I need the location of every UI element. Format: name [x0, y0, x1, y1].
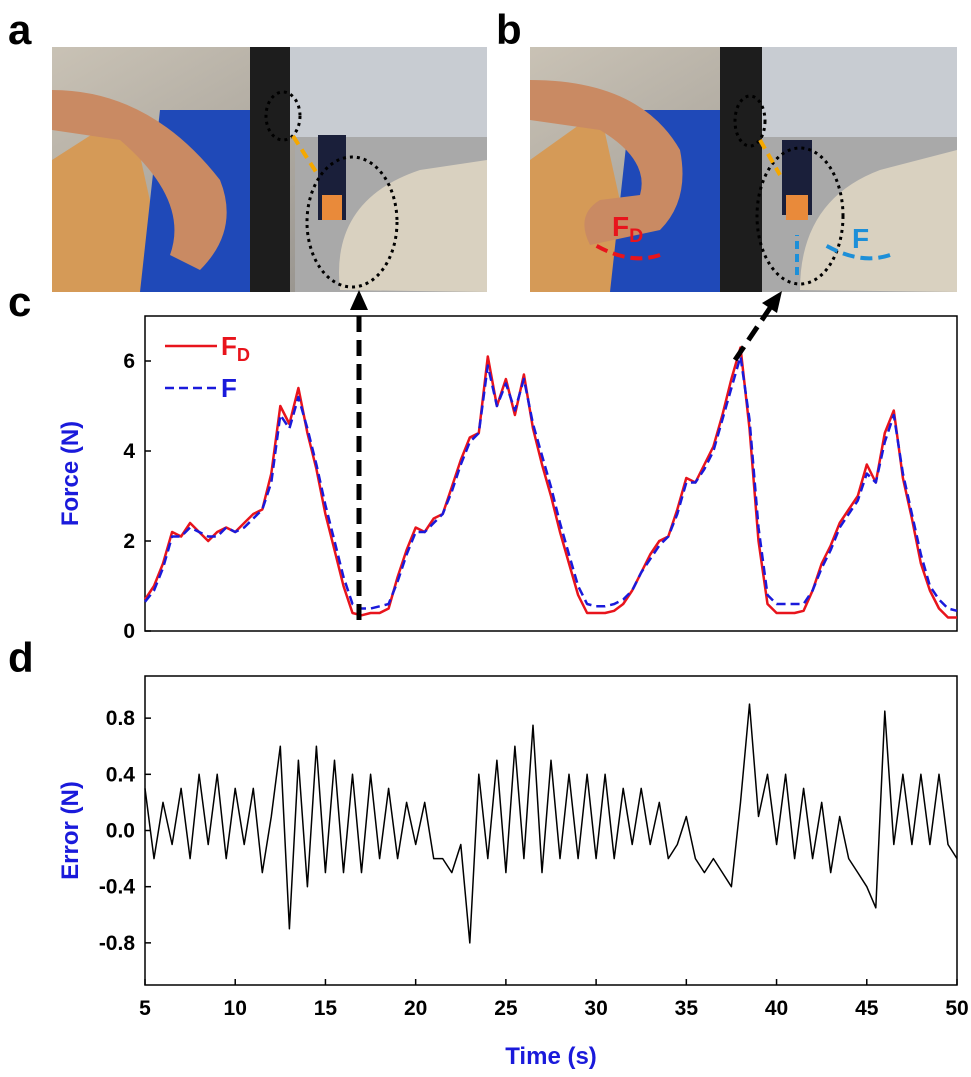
legend-label: FD [221, 331, 250, 365]
y-tick-label: 0.8 [106, 707, 136, 730]
x-tick-label: 30 [584, 997, 607, 1020]
x-tick-label: 5 [139, 997, 151, 1020]
y-axis-label: Force (N) [57, 421, 84, 526]
x-tick-label: 10 [224, 997, 247, 1020]
x-tick-label: 25 [494, 997, 518, 1020]
charts: 0 2 4 6 Force (N) FD F -0.8 -0.4 0.0 0.4 0.8 5 10 15 20… [57, 315, 969, 1070]
x-tick-label: 20 [404, 997, 427, 1020]
y-tick-label: -0.8 [99, 932, 136, 955]
panel-label: b [496, 6, 522, 53]
photo-b [530, 47, 957, 292]
plot-frame [144, 315, 958, 632]
data-line [144, 355, 958, 613]
data-line [144, 703, 958, 944]
legend-label: F [221, 373, 237, 403]
connector-arrows [350, 290, 782, 620]
plot-frame [144, 675, 958, 986]
y-tick-label: 6 [123, 350, 135, 373]
y-tick-label: -0.4 [99, 876, 136, 899]
panel-label: c [8, 278, 31, 325]
y-tick-label: 4 [123, 440, 135, 463]
x-tick-label: 15 [314, 997, 338, 1020]
x-tick-label: 40 [765, 997, 788, 1020]
y-tick-label: 2 [123, 530, 135, 553]
y-tick-label: 0.4 [106, 763, 136, 786]
x-axis-label: Time (s) [505, 1043, 597, 1070]
y-axis-label: Error (N) [57, 781, 84, 880]
x-tick-label: 35 [675, 997, 699, 1020]
photo-label: FD [612, 211, 643, 247]
y-tick-label: 0.0 [106, 820, 135, 843]
photo-label: F [852, 223, 869, 254]
photo-a [52, 47, 487, 292]
x-tick-label: 50 [945, 997, 968, 1020]
y-tick-label: 0 [123, 620, 135, 643]
x-tick-label: 45 [855, 997, 879, 1020]
panel-label: d [8, 634, 34, 681]
data-line [143, 346, 957, 619]
panel-label: a [8, 6, 32, 53]
